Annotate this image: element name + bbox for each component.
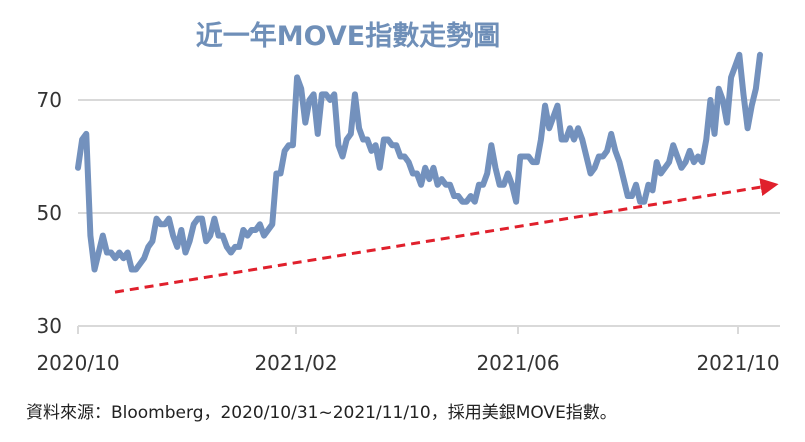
grid-lines: [78, 99, 780, 214]
x-tick-label: 2021/10: [696, 351, 779, 375]
series-layer: [75, 51, 763, 273]
axes: [77, 325, 780, 334]
y-tick-label: 70: [37, 88, 62, 112]
trend-arrow: [114, 178, 779, 294]
x-tick-label: 2021/06: [476, 351, 559, 375]
chart-title: 近一年MOVE指數走勢圖: [196, 20, 500, 52]
y-tick-label: 50: [37, 201, 62, 225]
tick-labels: 30 50 70 2020/10 2021/02 2021/06 2021/10: [36, 88, 779, 375]
move-index-series-line: [75, 51, 763, 273]
source-note: 資料來源：Bloomberg，2020/10/31~2021/11/10，採用美…: [26, 403, 617, 423]
x-tick-label: 2021/02: [254, 351, 337, 375]
y-tick-label: 30: [37, 314, 62, 338]
trend-layer: [114, 178, 779, 294]
x-tick-label: 2020/10: [36, 351, 119, 375]
